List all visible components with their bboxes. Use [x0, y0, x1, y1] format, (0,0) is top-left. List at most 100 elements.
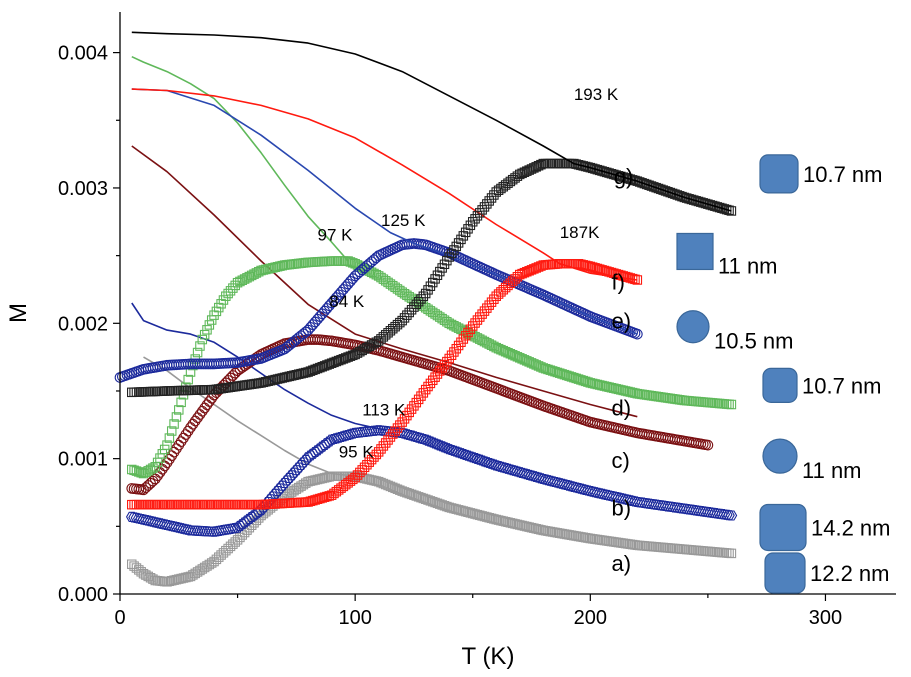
x-tick-label: 300 [809, 607, 842, 629]
legend-size-label: 14.2 nm [811, 515, 891, 540]
data-point-b-zfc [560, 479, 573, 491]
data-point-b-zfc [523, 469, 536, 480]
curve-label: e) [611, 309, 631, 334]
legend-shape-rounded-square [759, 154, 799, 194]
data-point-c-zfc [192, 412, 203, 424]
axes: 0 100 200 300 0.000 0.001 0.002 0.003 0.004 T (K)… [5, 12, 896, 670]
data-point-b-zfc [584, 486, 597, 497]
data-point-b-zfc [624, 495, 637, 506]
data-point-c-zfc [194, 409, 206, 420]
data-point-c-zfc [185, 422, 196, 433]
data-point-b-zfc [135, 513, 148, 525]
data-point-b-zfc [342, 429, 354, 441]
series-d-fc [131, 55, 349, 262]
x-tick-label: 200 [574, 607, 607, 629]
legend-shape-rounded-square [759, 503, 807, 552]
peak-temperature-label: 113 K [362, 400, 406, 419]
data-point-b-zfc [335, 431, 347, 443]
data-point-b-zfc [495, 461, 507, 472]
data-point-b-zfc [330, 433, 343, 444]
data-point-d-zfc [726, 399, 737, 410]
curve-label: g) [614, 164, 634, 189]
data-point-b-zfc [506, 465, 519, 476]
peak-temperature-label: 95 K [339, 442, 375, 461]
y-tick-label: 0.001 [58, 449, 108, 471]
data-point-b-zfc [403, 429, 416, 441]
data-point-b-zfc [283, 472, 296, 483]
data-point-b-zfc [297, 457, 310, 468]
data-point-c-zfc [187, 418, 199, 430]
size-legend: 10.7 nm 11 nm 10.5 nm 10.7 nm 11 nm 14.2 nm 12… [676, 154, 891, 594]
data-point-b-zfc [182, 524, 195, 535]
data-point-d-zfc [169, 419, 179, 429]
data-point-b-zfc [558, 479, 571, 490]
data-point-b-zfc [525, 470, 538, 481]
data-point-c-zfc [199, 402, 211, 414]
data-point-b-zfc [288, 467, 300, 478]
data-point-b-zfc [337, 431, 350, 442]
data-point-b-zfc [285, 470, 298, 481]
data-point-b-zfc [725, 510, 738, 521]
data-point-b-zfc [575, 483, 587, 494]
data-point-b-zfc [520, 469, 533, 480]
data-point-d-zfc [197, 334, 208, 345]
data-point-b-zfc [530, 471, 543, 482]
curve-label: f) [611, 269, 624, 294]
data-point-b-zfc [600, 489, 613, 500]
data-point-b-zfc [542, 475, 554, 486]
data-point-b-zfc [274, 483, 286, 494]
data-point-b-zfc [513, 467, 526, 478]
curve-label: c) [611, 448, 629, 473]
data-point-b-zfc [565, 481, 578, 492]
data-point-b-zfc [269, 488, 282, 499]
data-point-b-zfc [276, 480, 289, 491]
legend-size-label: 12.2 nm [810, 561, 890, 586]
legend-shape-square [676, 232, 714, 271]
data-point-b-zfc [278, 477, 291, 489]
x-tick-label: 100 [338, 607, 371, 629]
data-point-b-zfc [629, 496, 641, 507]
y-tick-label: 0.004 [58, 43, 108, 65]
series-b-zfc [125, 425, 738, 537]
data-point-b-zfc [271, 486, 284, 497]
data-point-d-zfc [202, 325, 212, 335]
data-point-c-zfc [173, 439, 185, 451]
data-point-b-zfc [596, 488, 608, 499]
data-point-c-zfc [201, 399, 213, 411]
peak-temperature-label: 187K [560, 223, 600, 242]
data-point-d-zfc [192, 347, 203, 358]
data-point-b-zfc [175, 523, 187, 534]
data-point-c-zfc [175, 436, 187, 447]
y-tick-label: 0.003 [58, 178, 108, 200]
series-a-fc [143, 356, 356, 477]
series-line-g-fc [131, 31, 732, 212]
peak-temperature-label: 125 K [381, 211, 426, 230]
data-point-b-zfc [410, 431, 423, 443]
data-point-b-zfc [408, 431, 420, 442]
data-point-b-zfc [539, 474, 552, 485]
data-point-b-zfc [328, 433, 340, 445]
data-point-e-zfc [631, 328, 643, 340]
data-point-b-zfc [516, 467, 528, 478]
data-point-b-zfc [499, 463, 512, 474]
legend-size-label: 11 nm [802, 458, 862, 483]
data-point-b-zfc [570, 482, 583, 493]
data-point-b-zfc [130, 512, 143, 523]
peak-temperature-label: 84 K [329, 292, 365, 311]
data-point-b-zfc [511, 466, 524, 477]
data-point-d-zfc [183, 374, 193, 385]
data-point-c-zfc [171, 443, 182, 454]
data-point-d-zfc [171, 412, 182, 422]
curve-label: a) [611, 551, 631, 576]
data-point-b-zfc [325, 434, 338, 445]
data-point-b-zfc [158, 519, 171, 530]
data-point-b-zfc [281, 475, 293, 486]
plot-area [114, 31, 738, 587]
data-point-b-zfc [572, 483, 585, 494]
data-point-g-zfc [726, 206, 737, 216]
data-point-b-zfc [142, 515, 155, 526]
data-point-d-zfc [164, 433, 175, 443]
data-point-b-zfc [544, 475, 557, 486]
series-line-e-fc [131, 88, 638, 335]
